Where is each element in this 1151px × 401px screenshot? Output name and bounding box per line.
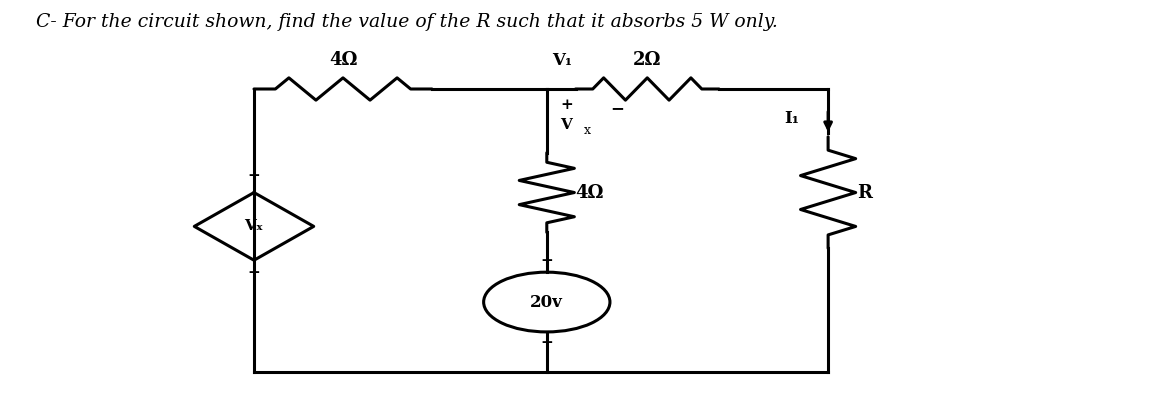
Text: R: R — [856, 184, 871, 202]
Text: Vₓ: Vₓ — [244, 219, 264, 233]
Text: 2Ω: 2Ω — [633, 51, 662, 69]
Text: 20v: 20v — [531, 294, 563, 310]
Text: −: − — [541, 336, 554, 350]
Text: V₁: V₁ — [552, 52, 573, 69]
Text: −: − — [610, 100, 624, 117]
Text: I₁: I₁ — [784, 110, 800, 128]
Text: +: + — [561, 98, 573, 112]
Text: x: x — [584, 124, 590, 137]
Text: +: + — [247, 168, 260, 182]
Text: V: V — [561, 118, 572, 132]
Text: 4Ω: 4Ω — [329, 51, 357, 69]
Text: −: − — [247, 266, 260, 280]
Text: +: + — [541, 254, 554, 268]
Text: C- For the circuit shown, find the value of the R such that it absorbs 5 W only.: C- For the circuit shown, find the value… — [36, 13, 778, 31]
Text: 4Ω: 4Ω — [576, 184, 604, 202]
